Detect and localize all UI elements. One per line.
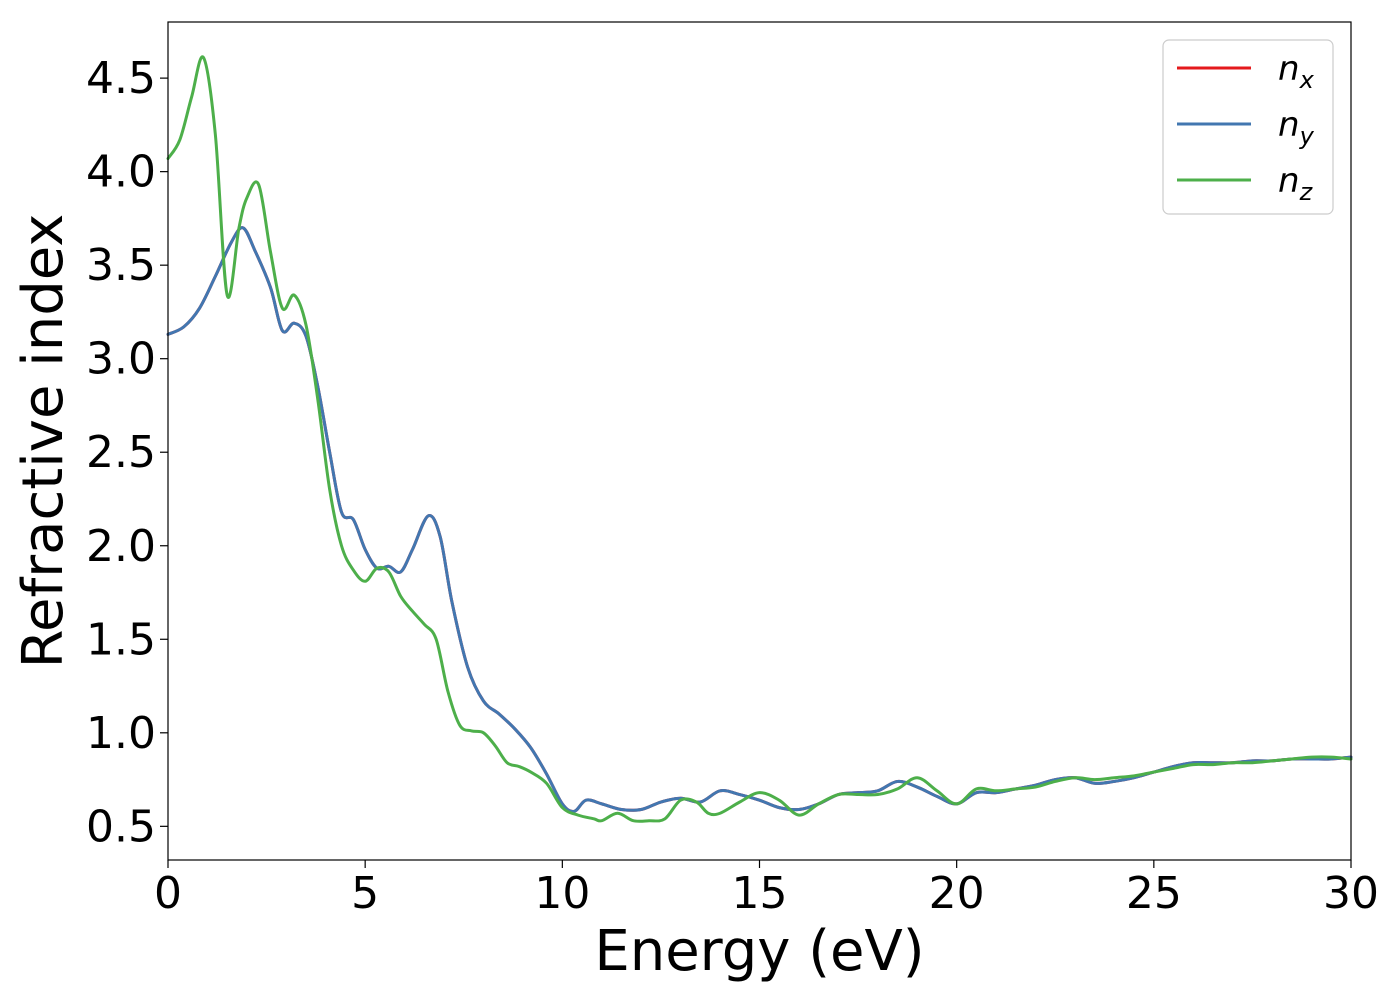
y-tick-label: 1.5 — [86, 614, 156, 665]
y-tick-label: 3.0 — [86, 334, 156, 385]
legend-label-y: ny — [1278, 105, 1315, 150]
y-tick-label: 0.5 — [86, 801, 156, 852]
x-tick-label: 30 — [1323, 868, 1379, 919]
x-tick-label: 20 — [929, 868, 985, 919]
legend-label-subscript: z — [1299, 178, 1314, 206]
legend-label-base: n — [1278, 161, 1300, 201]
x-tick-label: 0 — [154, 868, 182, 919]
x-axis-title: Energy (eV) — [594, 919, 924, 984]
series-line-y — [166, 226, 1353, 813]
series-line-z — [166, 55, 1353, 823]
y-tick-label: 1.0 — [86, 708, 156, 759]
x-tick-label: 5 — [351, 868, 379, 919]
legend-label-subscript: x — [1299, 66, 1315, 94]
y-tick-label: 3.5 — [86, 240, 156, 291]
legend-label-subscript: y — [1299, 122, 1315, 150]
legend-label-z: nz — [1278, 161, 1314, 206]
series-layer — [166, 55, 1353, 823]
x-tick-label: 15 — [732, 868, 788, 919]
x-tick-label: 25 — [1126, 868, 1182, 919]
legend-label-x: nx — [1278, 49, 1315, 94]
legend-label-base: n — [1278, 49, 1300, 89]
y-tick-label: 2.0 — [86, 521, 156, 572]
plot-background — [168, 22, 1351, 860]
y-tick-label: 2.5 — [86, 427, 156, 478]
legend-label-base: n — [1278, 105, 1300, 145]
y-tick-label: 4.0 — [86, 147, 156, 198]
x-axis: 0 5 10 15 20 25 30 — [154, 860, 1379, 919]
x-tick-label: 10 — [534, 868, 590, 919]
y-axis-title: Refractive index — [11, 214, 76, 669]
y-axis: 0.5 1.0 1.5 2.0 2.5 3.0 3.5 4.0 4.5 — [86, 53, 168, 852]
y-tick-label: 4.5 — [86, 53, 156, 104]
legend-box — [1162, 39, 1334, 215]
